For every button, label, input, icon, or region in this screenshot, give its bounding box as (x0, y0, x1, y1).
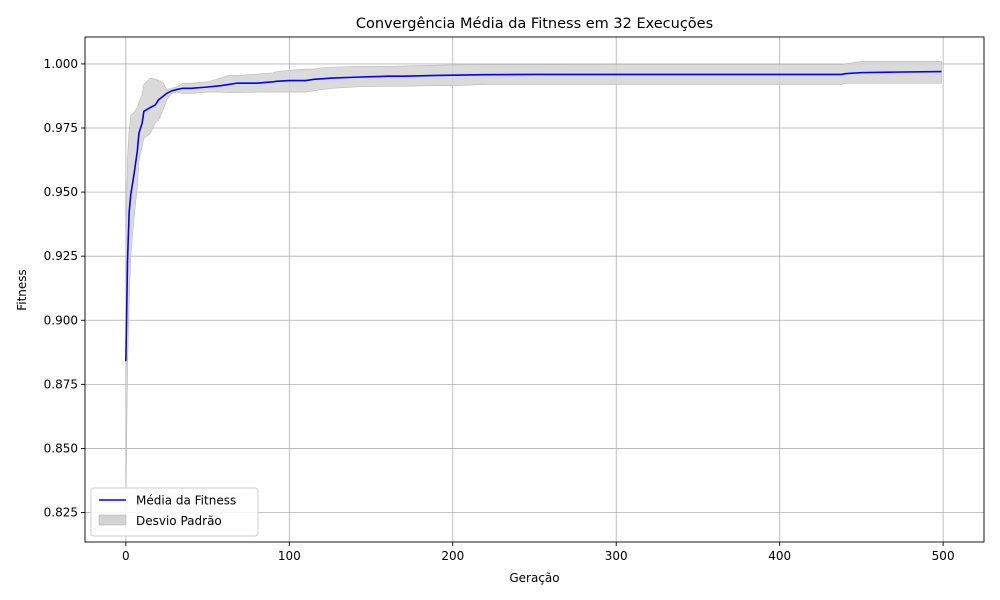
x-tick-label: 0 (122, 549, 130, 563)
y-tick-label: 0.925 (44, 249, 78, 263)
y-tick-label: 0.875 (44, 377, 78, 391)
legend: Média da Fitness Desvio Padrão (90, 487, 259, 537)
x-axis-label: Geração (509, 571, 559, 585)
mean-fitness-line (125, 70, 942, 362)
y-tick-label: 0.850 (44, 441, 78, 455)
y-tick-label: 0.975 (44, 121, 78, 135)
legend-band-swatch (98, 514, 127, 526)
y-tick-label: 1.000 (44, 57, 78, 71)
plot-frame (84, 36, 985, 543)
x-tick-label: 300 (605, 549, 628, 563)
x-tick-label: 200 (441, 549, 464, 563)
y-tick-label: 0.950 (44, 185, 78, 199)
y-tick-label: 0.825 (44, 506, 78, 520)
x-tick-label: 400 (768, 549, 791, 563)
grid-lines (85, 37, 984, 542)
axis-ticks: 0 100 200 300 400 500 0.825 0.850 0.875 0.900 0.92… (44, 57, 955, 563)
y-axis-label: Fitness (15, 269, 29, 311)
x-tick-label: 100 (278, 549, 301, 563)
legend-band-label: Desvio Padrão (136, 514, 222, 528)
y-tick-label: 0.900 (44, 313, 78, 327)
std-deviation-band (125, 61, 942, 510)
legend-box (90, 487, 259, 537)
legend-mean-label: Média da Fitness (136, 494, 236, 508)
chart-title: Convergência Média da Fitness em 32 Exec… (356, 16, 713, 32)
x-tick-label: 500 (932, 549, 955, 563)
